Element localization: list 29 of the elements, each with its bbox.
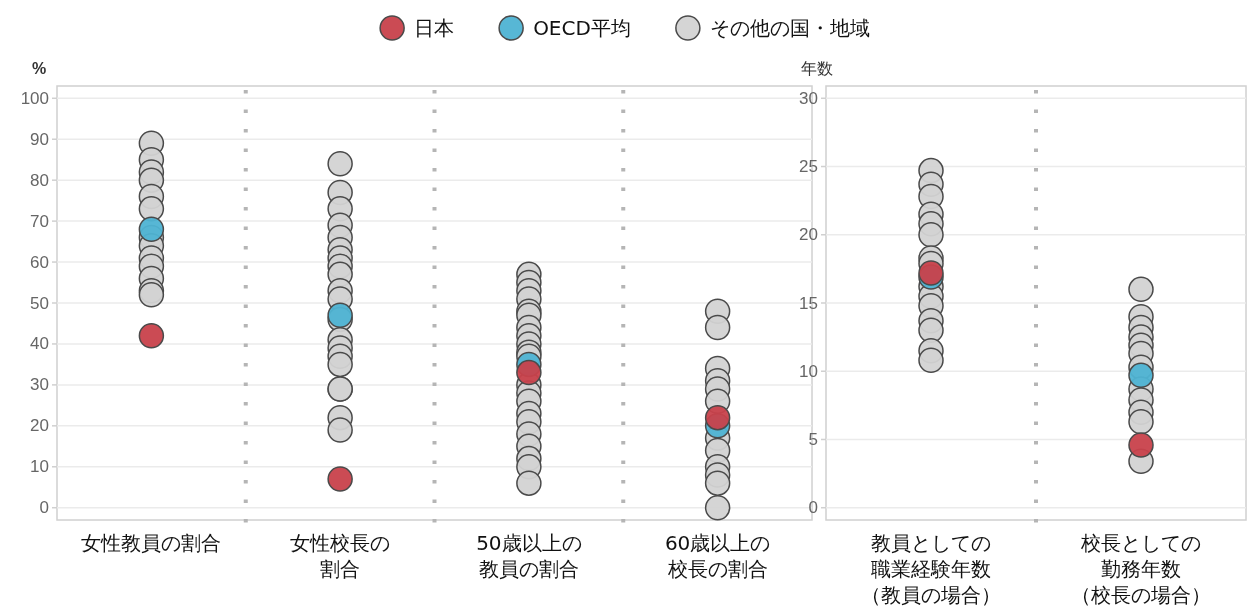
y-tick-label: 60 [30, 252, 49, 272]
legend-label: その他の国・地域 [709, 16, 870, 40]
y-tick-label: 70 [30, 211, 49, 231]
y-tick-label: 90 [30, 129, 49, 149]
y-tick-label: 50 [30, 293, 49, 313]
y-tick-label: 20 [799, 225, 818, 245]
y-tick-label: 25 [799, 157, 818, 177]
x-tick-label: 女性教員の割合 [81, 531, 222, 555]
y-tick-label: 10 [30, 457, 49, 477]
y-axis-title: % [32, 60, 47, 77]
x-tick-label: 校長としての勤務年数（校長の場合） [1071, 531, 1211, 607]
y-tick-label: 0 [39, 498, 49, 518]
y-tick-label: 10 [799, 361, 818, 381]
x-tick-label: 女性校長の割合 [290, 531, 391, 581]
y-tick-label: 30 [30, 375, 49, 395]
legend-label: OECD平均 [533, 16, 631, 40]
legend-label: 日本 [414, 16, 455, 40]
y-tick-label: 20 [30, 416, 49, 436]
y-tick-label: 40 [30, 334, 49, 354]
y-tick-label: 80 [30, 170, 49, 190]
y-axis-title: 年数 [801, 60, 833, 77]
x-tick-label: 50歳以上の教員の割合 [476, 531, 582, 581]
y-tick-label: 30 [799, 88, 818, 108]
x-tick-label: 教員としての職業経験年数（教員の場合） [861, 531, 1001, 607]
y-tick-label: 0 [808, 498, 818, 518]
y-tick-label: 100 [20, 88, 49, 108]
y-tick-label: 5 [808, 429, 818, 449]
x-tick-label: 60歳以上の校長の割合 [664, 531, 771, 581]
y-tick-label: 15 [799, 293, 818, 313]
